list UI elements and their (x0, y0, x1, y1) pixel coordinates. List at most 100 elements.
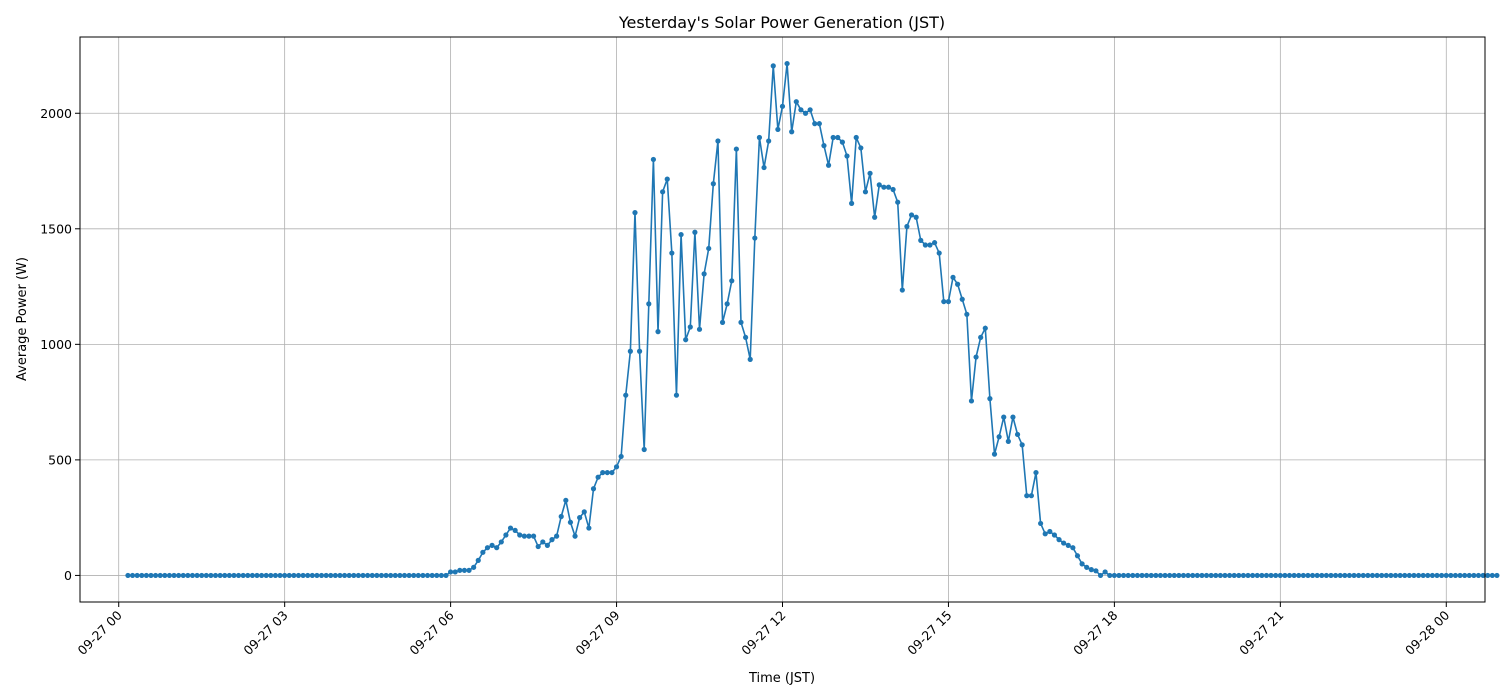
data-point (558, 513, 564, 520)
data-point (1337, 572, 1343, 579)
data-point (1254, 572, 1260, 579)
data-point (945, 298, 952, 305)
data-point (1231, 572, 1237, 579)
data-point (392, 572, 398, 579)
data-point (263, 572, 269, 579)
chart-title: Yesterday's Solar Power Generation (JST) (618, 13, 945, 32)
data-point (1056, 537, 1062, 543)
data-point (1443, 572, 1449, 579)
data-point (245, 572, 251, 579)
data-point (1042, 531, 1048, 537)
data-point (636, 348, 643, 354)
data-point (1001, 414, 1007, 420)
data-point (660, 189, 666, 195)
data-point (1005, 438, 1011, 444)
data-point (129, 572, 136, 579)
data-point (996, 434, 1002, 440)
data-point (1457, 572, 1463, 579)
data-point (365, 572, 371, 579)
data-point (217, 572, 223, 579)
series-layer (125, 60, 1500, 579)
data-point (411, 572, 417, 579)
data-point (1489, 572, 1495, 579)
data-point (1190, 572, 1196, 579)
data-point (964, 311, 970, 317)
data-point (1245, 572, 1251, 579)
data-point (318, 572, 325, 579)
data-point (941, 298, 947, 305)
data-point (784, 60, 790, 67)
data-point (844, 153, 850, 159)
data-point (231, 572, 237, 579)
data-point (1222, 572, 1228, 579)
data-point (535, 543, 541, 550)
data-point (950, 274, 956, 280)
data-point (517, 532, 523, 538)
data-point (1180, 572, 1187, 579)
data-point (1480, 572, 1486, 579)
data-point (1014, 431, 1021, 438)
data-point (401, 572, 408, 579)
data-point (249, 572, 255, 579)
data-point (692, 229, 698, 235)
data-point (650, 156, 657, 163)
data-point (1462, 572, 1468, 579)
data-point (567, 519, 574, 525)
data-point (355, 572, 362, 579)
data-point (978, 334, 984, 341)
data-point (719, 319, 726, 325)
data-point (752, 235, 758, 241)
data-point (613, 464, 620, 470)
data-point (1263, 572, 1270, 579)
data-point (1061, 540, 1067, 546)
data-point (1010, 414, 1016, 420)
data-point (1374, 572, 1380, 579)
data-point (1019, 442, 1025, 448)
data-point (277, 572, 283, 579)
data-point (563, 497, 569, 503)
data-point (194, 572, 200, 579)
data-point (1250, 572, 1256, 579)
data-point (139, 572, 145, 579)
data-point (761, 164, 767, 171)
data-point (1038, 520, 1044, 527)
data-point (816, 121, 822, 127)
y-tick-label: 2000 (40, 106, 72, 121)
data-point (1485, 572, 1491, 579)
data-point (600, 469, 606, 476)
data-point (683, 337, 689, 343)
data-point (521, 533, 527, 539)
data-point (839, 139, 846, 145)
data-point (696, 326, 703, 332)
data-point (1157, 572, 1164, 579)
data-point (212, 572, 219, 579)
data-point (309, 572, 315, 579)
data-point (1494, 572, 1500, 579)
data-point (775, 126, 781, 133)
data-point (858, 145, 864, 151)
data-point (918, 237, 924, 243)
data-point (876, 182, 882, 188)
data-point (1397, 572, 1403, 579)
data-point (936, 250, 942, 256)
data-point (1282, 572, 1288, 579)
data-point (572, 533, 578, 539)
data-point (959, 296, 965, 302)
data-point (346, 572, 352, 579)
data-point (1379, 572, 1385, 579)
y-tick-label: 0 (64, 568, 72, 583)
data-point (180, 572, 186, 579)
data-point (627, 348, 633, 354)
data-point (466, 567, 472, 573)
data-point (1176, 572, 1182, 579)
data-point (641, 446, 647, 453)
data-point (1079, 561, 1085, 567)
data-point (1429, 572, 1435, 579)
data-point (955, 281, 961, 287)
data-point (429, 572, 435, 579)
data-point (176, 572, 182, 579)
data-point (162, 572, 168, 579)
data-point (825, 162, 832, 168)
data-point (148, 572, 154, 579)
